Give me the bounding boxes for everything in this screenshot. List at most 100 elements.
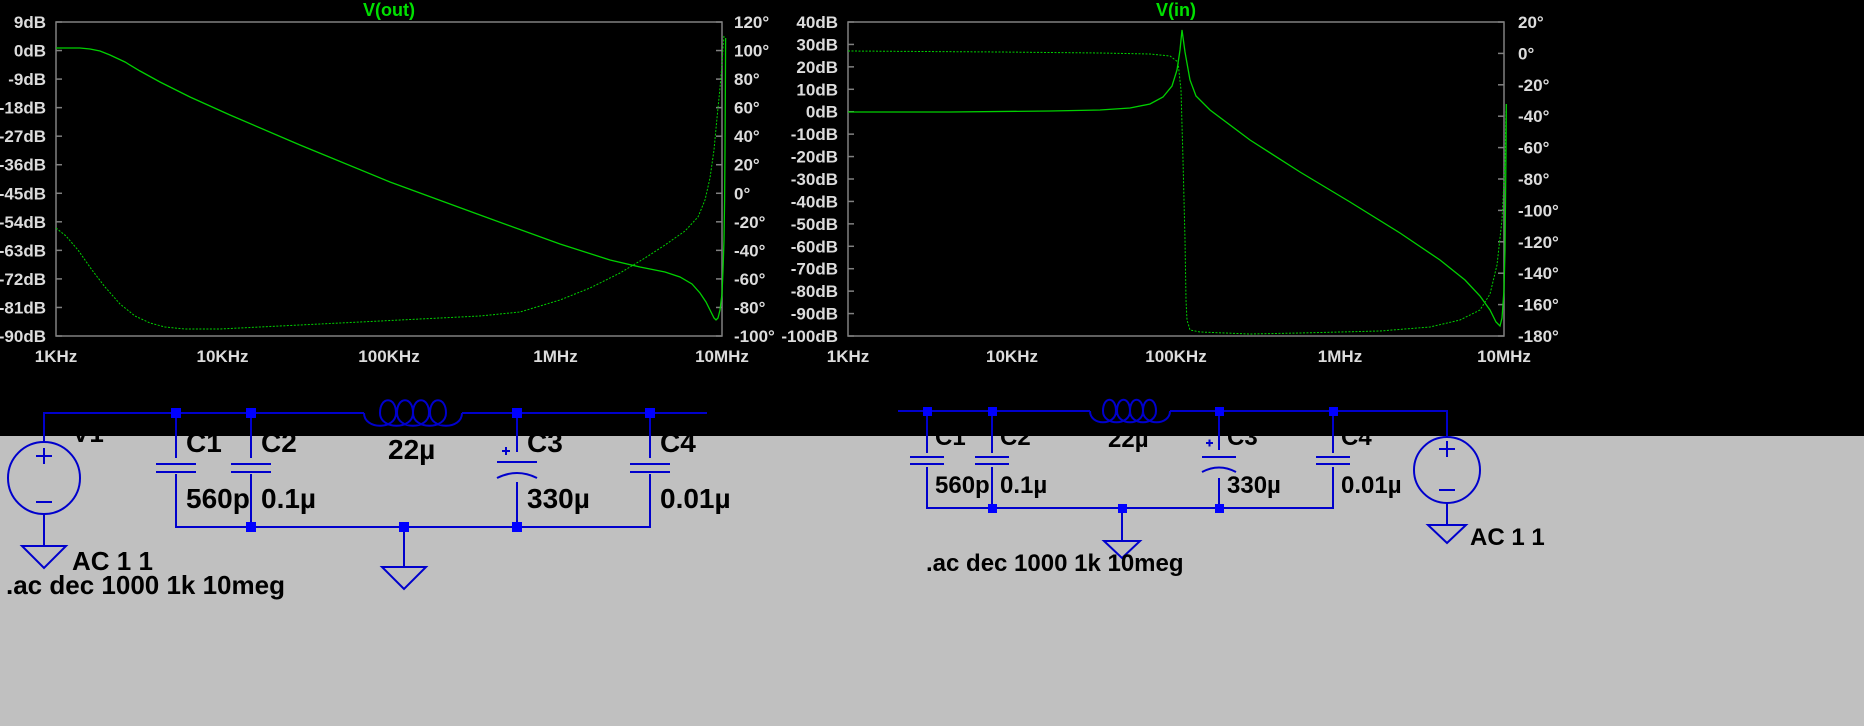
phase-axis: 20° 0° -20° -40° -60° -80° -100° -120° -140° -160… bbox=[1498, 13, 1559, 346]
schematic-right[interactable]: In C1 560p C2 0.1µ L1 22µ C3 330µ C4 0.0… bbox=[868, 372, 1545, 577]
axis-tick-label: 20° bbox=[1518, 13, 1544, 32]
c1-value[interactable]: 560p bbox=[186, 483, 250, 514]
axis-tick-label: -45dB bbox=[0, 184, 46, 203]
v1-value[interactable]: AC 1 1 bbox=[1470, 524, 1545, 551]
capacitor-c2[interactable] bbox=[975, 456, 1009, 465]
c1-name[interactable]: C1 bbox=[935, 424, 966, 451]
net-label-in[interactable]: In bbox=[868, 398, 889, 425]
node-junction bbox=[1215, 504, 1224, 513]
axis-tick-label: -20° bbox=[1518, 76, 1550, 95]
net-label-out[interactable]: out bbox=[707, 398, 751, 429]
axis-tick-label: -60° bbox=[1518, 139, 1550, 158]
c1-name[interactable]: C1 bbox=[186, 427, 222, 458]
plot-title[interactable]: V(in) bbox=[1156, 0, 1196, 20]
axis-tick-label: 10KHz bbox=[197, 347, 249, 366]
voltage-source-v1[interactable] bbox=[1413, 436, 1481, 504]
axis-tick-label: -72dB bbox=[0, 270, 46, 289]
v1-name[interactable]: V1 bbox=[72, 418, 104, 448]
schematic-left[interactable]: V1 AC 1 1 C1 560p C2 0.1µ L1 22µ C3 330µ… bbox=[6, 370, 751, 600]
axis-tick-label: 100KHz bbox=[1145, 347, 1206, 366]
v1-value[interactable]: AC 1 1 bbox=[72, 546, 153, 576]
capacitor-c1[interactable] bbox=[156, 463, 196, 473]
axis-tick-label: -60° bbox=[734, 270, 766, 289]
capacitor-c3[interactable] bbox=[1201, 439, 1237, 473]
axis-tick-label: -10dB bbox=[791, 125, 838, 144]
axis-tick-label: -9dB bbox=[8, 70, 46, 89]
axis-tick-label: -100dB bbox=[781, 327, 838, 346]
frequency-axis: 1KHz 10KHz 100KHz 1MHz 10MHz bbox=[827, 347, 1531, 366]
c2-name[interactable]: C2 bbox=[261, 427, 297, 458]
c3-name[interactable]: C3 bbox=[527, 427, 563, 458]
c4-value[interactable]: 0.01µ bbox=[1341, 472, 1402, 499]
l1-name[interactable]: L1 bbox=[1116, 372, 1144, 399]
waveform-viewer[interactable] bbox=[0, 0, 1864, 436]
c3-name[interactable]: C3 bbox=[1227, 424, 1258, 451]
axis-tick-label: -36dB bbox=[0, 156, 46, 175]
capacitor-c3[interactable] bbox=[496, 447, 538, 479]
v1-name[interactable]: V1 bbox=[1470, 415, 1499, 442]
axis-tick-label: 20dB bbox=[796, 58, 838, 77]
c2-value[interactable]: 0.1µ bbox=[261, 483, 316, 514]
ground-symbol bbox=[19, 545, 69, 570]
c4-name[interactable]: C4 bbox=[660, 427, 696, 458]
vout-phase-trace[interactable] bbox=[55, 34, 725, 330]
magnitude-axis: 9dB 0dB -9dB -18dB -27dB -36dB -45dB -54dB -63dB… bbox=[0, 13, 62, 346]
node-junction bbox=[923, 407, 932, 416]
axis-tick-label: 60° bbox=[734, 99, 760, 118]
vin-magnitude-trace[interactable] bbox=[848, 29, 1507, 328]
capacitor-c4[interactable] bbox=[1316, 456, 1350, 465]
axis-tick-label: -30dB bbox=[791, 170, 838, 189]
node-junction bbox=[246, 408, 256, 418]
axis-tick-label: -18dB bbox=[0, 99, 46, 118]
capacitor-c4[interactable] bbox=[630, 463, 670, 473]
l1-name[interactable]: L1 bbox=[396, 370, 429, 401]
node-junction bbox=[399, 522, 409, 532]
node-junction bbox=[171, 408, 181, 418]
axis-tick-label: -160° bbox=[1518, 296, 1559, 315]
plot-title[interactable]: V(out) bbox=[363, 0, 415, 20]
c2-value[interactable]: 0.1µ bbox=[1000, 472, 1047, 499]
plot-frame bbox=[847, 21, 1505, 337]
axis-tick-label: 10KHz bbox=[986, 347, 1038, 366]
axis-tick-label: 0dB bbox=[806, 103, 838, 122]
ground-symbol bbox=[379, 566, 429, 591]
axis-tick-label: 10dB bbox=[796, 80, 838, 99]
c2-name[interactable]: C2 bbox=[1000, 424, 1031, 451]
capacitor-c1[interactable] bbox=[910, 456, 944, 465]
inductor-l1[interactable] bbox=[363, 399, 463, 427]
spice-directive[interactable]: .ac dec 1000 1k 10meg bbox=[6, 570, 285, 600]
l1-value[interactable]: 22µ bbox=[1108, 426, 1149, 453]
axis-tick-label: 20° bbox=[734, 156, 760, 175]
c3-value[interactable]: 330µ bbox=[1227, 472, 1281, 499]
plot-vin[interactable]: V(in) 40dB 30dB 20dB 10dB 0dB -10dB -20dB -30dB… bbox=[781, 0, 1559, 366]
axis-tick-label: -50dB bbox=[791, 215, 838, 234]
c3-value[interactable]: 330µ bbox=[527, 483, 590, 514]
axis-tick-label: -70dB bbox=[791, 260, 838, 279]
axis-tick-label: -40° bbox=[1518, 107, 1550, 126]
axis-tick-label: 10MHz bbox=[1477, 347, 1531, 366]
capacitor-c2[interactable] bbox=[231, 463, 271, 473]
axis-tick-label: -100° bbox=[734, 327, 775, 346]
axis-tick-label: 1KHz bbox=[35, 347, 78, 366]
axis-tick-label: 1MHz bbox=[533, 347, 577, 366]
vin-phase-trace[interactable] bbox=[847, 50, 1507, 335]
c4-name[interactable]: C4 bbox=[1341, 424, 1372, 451]
vout-magnitude-trace[interactable] bbox=[56, 37, 727, 321]
plot-frame bbox=[55, 21, 723, 337]
axis-tick-label: 120° bbox=[734, 13, 769, 32]
l1-value[interactable]: 22µ bbox=[388, 434, 435, 465]
node-junction bbox=[1329, 407, 1338, 416]
plot-vout[interactable]: V(out) 9dB 0dB -9dB -18dB -27dB -36dB -45dB -54… bbox=[0, 0, 775, 366]
axis-tick-label: 1MHz bbox=[1318, 347, 1362, 366]
axis-tick-label: -40° bbox=[734, 241, 766, 260]
c4-value[interactable]: 0.01µ bbox=[660, 483, 731, 514]
axis-tick-label: 1KHz bbox=[827, 347, 870, 366]
axis-tick-label: 30dB bbox=[796, 35, 838, 54]
node-junction bbox=[512, 522, 522, 532]
voltage-source-v1[interactable] bbox=[7, 441, 81, 515]
axis-tick-label: 9dB bbox=[14, 13, 46, 32]
inductor-l1[interactable] bbox=[1089, 398, 1171, 424]
spice-directive[interactable]: .ac dec 1000 1k 10meg bbox=[926, 550, 1184, 577]
c1-value[interactable]: 560p bbox=[935, 472, 990, 499]
